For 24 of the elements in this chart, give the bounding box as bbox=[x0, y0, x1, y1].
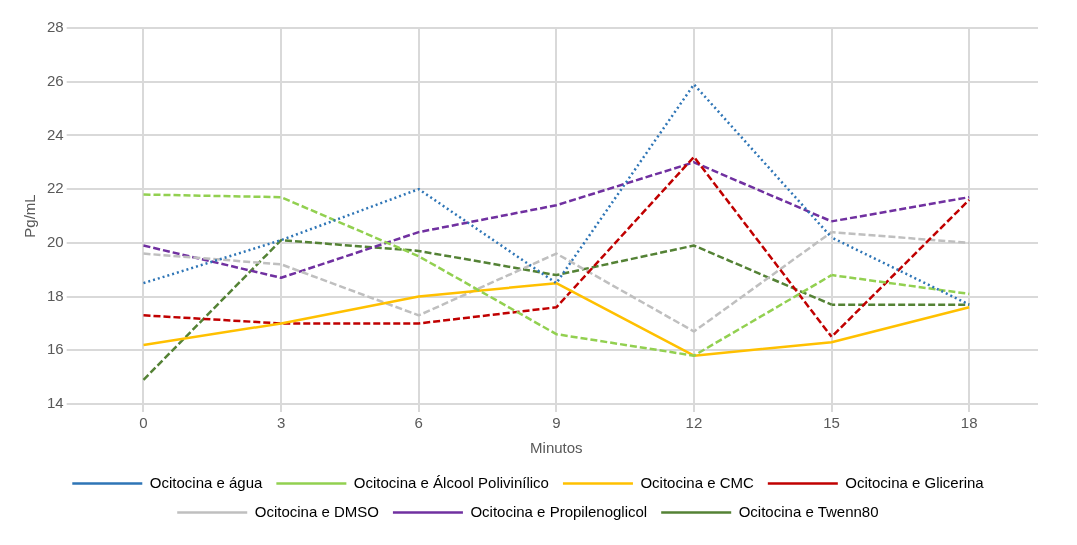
legend-label: Ocitocina e Álcool Polivinílico bbox=[353, 473, 549, 491]
x-tick-label: 12 bbox=[685, 414, 703, 432]
legend-label: Ocitocina e Twenn80 bbox=[738, 502, 879, 520]
legend-label: Ocitocina e CMC bbox=[640, 473, 754, 491]
x-tick-label: 15 bbox=[823, 414, 840, 432]
y-tick-label: 20 bbox=[47, 233, 64, 250]
x-tick-label: 3 bbox=[276, 414, 286, 432]
x-tick-label: 0 bbox=[139, 414, 148, 432]
x-tick-label: 18 bbox=[960, 414, 978, 432]
legend-label: Ocitocina e água bbox=[149, 473, 264, 491]
y-tick-label: 28 bbox=[47, 18, 64, 36]
y-tick-label: 14 bbox=[47, 394, 64, 412]
legend-label: Ocitocina e Glicerina bbox=[845, 473, 985, 491]
y-tick-label: 24 bbox=[47, 125, 64, 143]
x-tick-label: 9 bbox=[552, 414, 561, 432]
legend-label: Ocitocina e DMSO bbox=[254, 502, 379, 520]
x-axis-title: Minutos bbox=[530, 439, 583, 457]
y-tick-label: 26 bbox=[47, 71, 64, 89]
y-tick-label: 16 bbox=[47, 340, 64, 358]
y-tick-label: 18 bbox=[47, 286, 64, 304]
x-tick-label: 6 bbox=[414, 414, 423, 432]
legend-label: Ocitocina e Propilenoglicol bbox=[470, 502, 648, 520]
y-axis-title: Pg/mL bbox=[21, 194, 39, 238]
y-tick-label: 22 bbox=[47, 179, 64, 197]
